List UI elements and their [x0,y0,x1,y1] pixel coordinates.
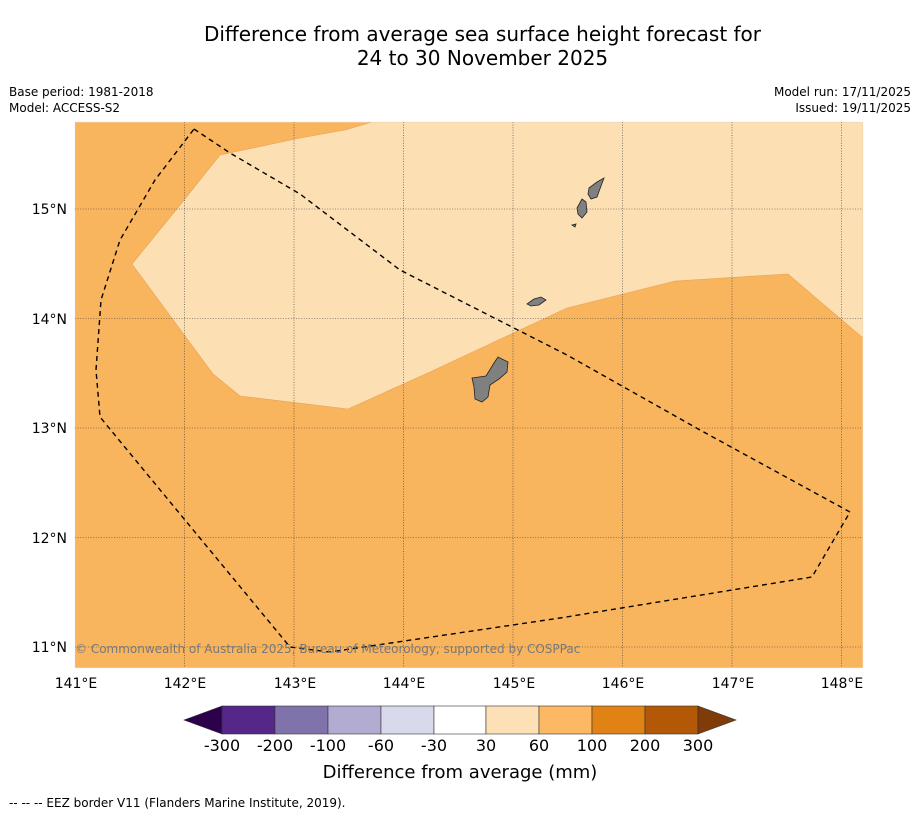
map-title: Difference from average sea surface heig… [0,22,919,70]
colorbar [183,705,737,735]
colorbar-swatch [274,705,329,735]
colorbar-swatch [221,705,276,735]
lon-label: 148°E [821,676,864,692]
colorbar-tick: -30 [421,736,447,755]
colorbar-swatch [538,705,593,735]
colorbar-tick: -60 [368,736,394,755]
graticule [75,122,863,668]
colorbar-swatch [433,705,487,735]
lat-label: 15°N [32,202,67,218]
eez-border [95,128,851,653]
info-right: Model run: 17/11/2025 Issued: 19/11/2025 [774,84,911,116]
latitude-labels: 15°N 14°N 13°N 12°N 11°N [32,202,67,656]
colorbar-tick: -100 [310,736,346,755]
map-frame [74,121,864,669]
colorbar-swatch [485,705,540,735]
map-area [75,122,863,668]
lon-label: 142°E [164,676,207,692]
colorbar-tick: -300 [204,736,240,755]
model-name: Model: ACCESS-S2 [9,101,121,115]
colorbar-swatch [591,705,646,735]
lon-label: 146°E [602,676,645,692]
base-period: Base period: 1981-2018 [9,85,154,99]
colorbar-swatch [380,705,435,735]
lon-label: 143°E [274,676,317,692]
guam-island [471,356,509,403]
tinian-island [576,198,588,219]
colorbar-arrow-low [183,705,223,735]
colorbar-tick: -200 [257,736,293,755]
colorbar-ticks: -300 -200 -100 -60 -30 30 60 100 200 300 [204,736,713,755]
colorbar-title: Difference from average (mm) [323,762,598,783]
aguijan-island [571,223,577,228]
colorbar-tick: 30 [476,736,496,755]
saipan-island [587,177,605,200]
islands [471,177,605,403]
lon-label: 147°E [712,676,755,692]
title-line-1: Difference from average sea surface heig… [203,22,762,46]
colorbar-tick: 60 [529,736,549,755]
title-line-2: 24 to 30 November 2025 [356,46,609,70]
anomaly-30-60-region [131,122,863,410]
longitude-labels: 141°E 142°E 143°E 144°E 145°E 146°E 147°… [55,676,864,692]
info-left: Base period: 1981-2018 Model: ACCESS-S2 [9,84,154,116]
colorbar-tick: 200 [630,736,661,755]
lat-label: 14°N [32,312,67,328]
colorbar-swatch [327,705,382,735]
eez-footnote: -- -- -- EEZ border V11 (Flanders Marine… [9,796,346,810]
model-run: Model run: 17/11/2025 [773,85,911,99]
rota-island [526,296,547,307]
colorbar-tick: 100 [577,736,608,755]
colorbar-arrow-high [697,705,737,735]
lat-label: 12°N [32,531,67,547]
colorbar-swatch [644,705,699,735]
lat-label: 11°N [32,640,67,656]
lon-label: 144°E [383,676,426,692]
colorbar-tick: 300 [683,736,714,755]
lat-label: 13°N [32,421,67,437]
copyright-notice: © Commonwealth of Australia 2025, Bureau… [75,642,580,656]
issued-date: Issued: 19/11/2025 [795,101,911,115]
lon-label: 145°E [493,676,536,692]
lon-label: 141°E [55,676,98,692]
